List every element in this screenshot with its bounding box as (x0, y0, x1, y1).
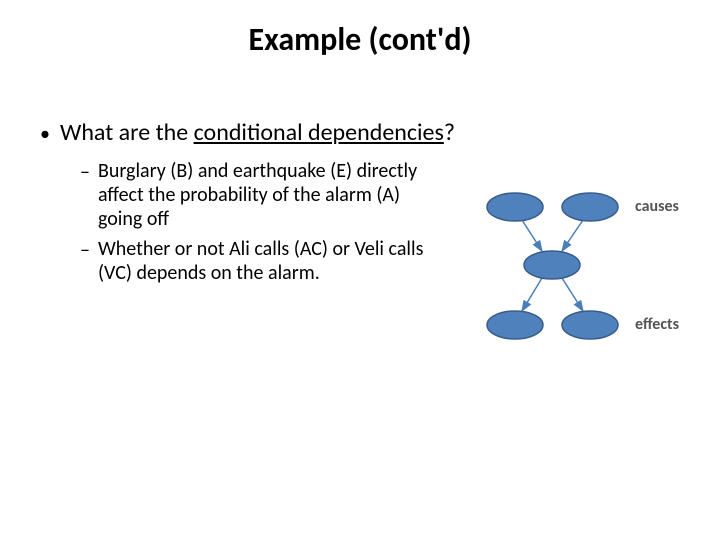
bullet-text-underlined: conditional dependencies (194, 118, 444, 147)
label-causes: causes (635, 197, 679, 216)
bullet-item: • What are the conditional dependencies? (40, 119, 700, 149)
sub-text: Burglary (B) and earthquake (E) directly… (98, 159, 448, 231)
diagram-edge (522, 220, 542, 251)
slide-title: Example (cont'd) (0, 0, 720, 59)
diagram-node (524, 251, 580, 279)
bullet-text: What are the conditional dependencies? (60, 119, 455, 147)
sub-marker: – (80, 237, 90, 263)
sub-text: Whether or not Ali calls (AC) or Veli ca… (98, 237, 448, 285)
bayes-network-diagram: causes effects (480, 185, 700, 425)
diagram-node (487, 193, 543, 221)
label-effects: effects (635, 315, 679, 334)
diagram-edge (522, 278, 542, 311)
diagram-node (562, 193, 618, 221)
bullet-text-after: ? (444, 118, 455, 147)
diagram-edge (562, 220, 583, 251)
diagram-node (487, 311, 543, 339)
diagram-edge (562, 278, 583, 311)
bullet-text-before: What are the (60, 118, 194, 147)
bullet-marker: • (40, 119, 50, 149)
sub-marker: – (80, 159, 90, 185)
diagram-node (562, 311, 618, 339)
